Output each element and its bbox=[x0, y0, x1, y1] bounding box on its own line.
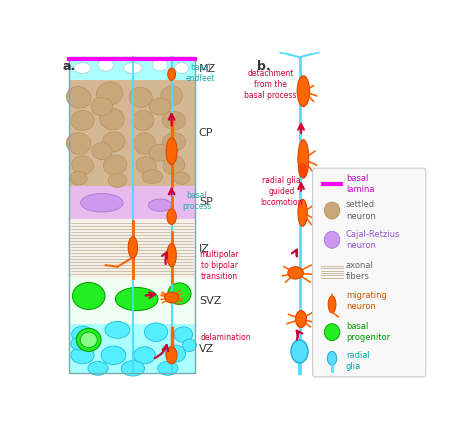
Ellipse shape bbox=[299, 164, 307, 177]
Ellipse shape bbox=[164, 292, 179, 303]
Ellipse shape bbox=[116, 288, 158, 311]
Ellipse shape bbox=[158, 361, 178, 375]
Ellipse shape bbox=[168, 68, 175, 81]
Text: Cajal-Retzius
neuron: Cajal-Retzius neuron bbox=[346, 230, 401, 250]
Ellipse shape bbox=[88, 361, 108, 375]
Ellipse shape bbox=[134, 133, 155, 154]
Ellipse shape bbox=[166, 138, 177, 165]
Ellipse shape bbox=[165, 345, 186, 362]
Ellipse shape bbox=[174, 327, 192, 342]
Text: radial
glia: radial glia bbox=[346, 351, 370, 371]
Ellipse shape bbox=[328, 351, 337, 365]
Ellipse shape bbox=[74, 63, 91, 73]
Ellipse shape bbox=[72, 156, 93, 174]
Ellipse shape bbox=[66, 133, 91, 154]
FancyBboxPatch shape bbox=[313, 168, 426, 377]
Polygon shape bbox=[69, 219, 195, 278]
Ellipse shape bbox=[148, 199, 172, 211]
Ellipse shape bbox=[73, 282, 105, 309]
Ellipse shape bbox=[167, 209, 176, 225]
Text: multipolar
to bipolar
transition: multipolar to bipolar transition bbox=[199, 250, 239, 281]
Ellipse shape bbox=[168, 283, 191, 305]
Text: b.: b. bbox=[257, 60, 271, 73]
Ellipse shape bbox=[163, 156, 185, 174]
Ellipse shape bbox=[98, 59, 113, 71]
Text: basal
progenitor: basal progenitor bbox=[346, 322, 390, 342]
Polygon shape bbox=[69, 325, 195, 373]
Ellipse shape bbox=[66, 86, 91, 108]
Ellipse shape bbox=[182, 339, 196, 351]
Ellipse shape bbox=[70, 171, 87, 185]
Polygon shape bbox=[69, 57, 195, 81]
Ellipse shape bbox=[149, 98, 171, 115]
Polygon shape bbox=[69, 186, 195, 219]
Text: a.: a. bbox=[63, 60, 75, 73]
Ellipse shape bbox=[103, 155, 127, 175]
Ellipse shape bbox=[145, 323, 168, 341]
Ellipse shape bbox=[102, 132, 125, 152]
Ellipse shape bbox=[80, 332, 97, 348]
Text: basal
endfeet: basal endfeet bbox=[186, 63, 215, 83]
Ellipse shape bbox=[105, 321, 130, 338]
Ellipse shape bbox=[136, 157, 156, 173]
Ellipse shape bbox=[324, 324, 340, 341]
Ellipse shape bbox=[124, 63, 142, 73]
Text: SP: SP bbox=[199, 197, 213, 207]
Ellipse shape bbox=[162, 111, 185, 130]
Ellipse shape bbox=[288, 267, 303, 279]
Ellipse shape bbox=[324, 231, 340, 248]
Ellipse shape bbox=[328, 296, 336, 313]
Ellipse shape bbox=[161, 86, 182, 106]
Ellipse shape bbox=[71, 347, 94, 364]
Ellipse shape bbox=[291, 340, 308, 363]
Ellipse shape bbox=[72, 326, 93, 343]
Text: SVZ: SVZ bbox=[199, 296, 221, 306]
Ellipse shape bbox=[298, 199, 307, 226]
Ellipse shape bbox=[296, 311, 307, 328]
Ellipse shape bbox=[128, 237, 137, 258]
Text: delamination: delamination bbox=[201, 333, 252, 342]
Ellipse shape bbox=[121, 361, 145, 376]
Ellipse shape bbox=[152, 59, 168, 71]
Ellipse shape bbox=[175, 63, 189, 73]
Text: basal
lamina: basal lamina bbox=[346, 174, 374, 194]
Polygon shape bbox=[69, 278, 195, 325]
Ellipse shape bbox=[100, 108, 124, 130]
Ellipse shape bbox=[149, 144, 171, 161]
Ellipse shape bbox=[298, 140, 309, 178]
Ellipse shape bbox=[166, 347, 177, 364]
Ellipse shape bbox=[142, 170, 162, 184]
Ellipse shape bbox=[91, 97, 113, 116]
Ellipse shape bbox=[134, 347, 155, 364]
Text: MZ: MZ bbox=[199, 64, 216, 74]
Ellipse shape bbox=[324, 202, 340, 219]
Text: settled
neuron: settled neuron bbox=[346, 201, 376, 221]
Ellipse shape bbox=[108, 173, 127, 187]
Ellipse shape bbox=[76, 328, 101, 351]
Ellipse shape bbox=[129, 87, 152, 107]
Ellipse shape bbox=[132, 110, 154, 130]
Text: basal
process: basal process bbox=[182, 190, 212, 210]
Text: IZ: IZ bbox=[199, 244, 210, 253]
Ellipse shape bbox=[101, 346, 126, 365]
Ellipse shape bbox=[174, 172, 190, 184]
Ellipse shape bbox=[297, 76, 310, 106]
Text: radial glia
guided
locomotion: radial glia guided locomotion bbox=[260, 176, 303, 207]
Ellipse shape bbox=[97, 82, 123, 105]
Ellipse shape bbox=[167, 244, 176, 267]
Ellipse shape bbox=[81, 193, 123, 212]
Text: CP: CP bbox=[199, 128, 213, 138]
Ellipse shape bbox=[71, 110, 94, 130]
Text: VZ: VZ bbox=[199, 344, 214, 354]
Text: axonal
fibers: axonal fibers bbox=[346, 261, 374, 281]
Polygon shape bbox=[69, 81, 195, 186]
Ellipse shape bbox=[71, 337, 86, 350]
Text: migrating
neuron: migrating neuron bbox=[346, 291, 387, 311]
Ellipse shape bbox=[162, 133, 185, 151]
Ellipse shape bbox=[92, 143, 112, 160]
Text: detachment
from the
basal process: detachment from the basal process bbox=[244, 69, 297, 101]
